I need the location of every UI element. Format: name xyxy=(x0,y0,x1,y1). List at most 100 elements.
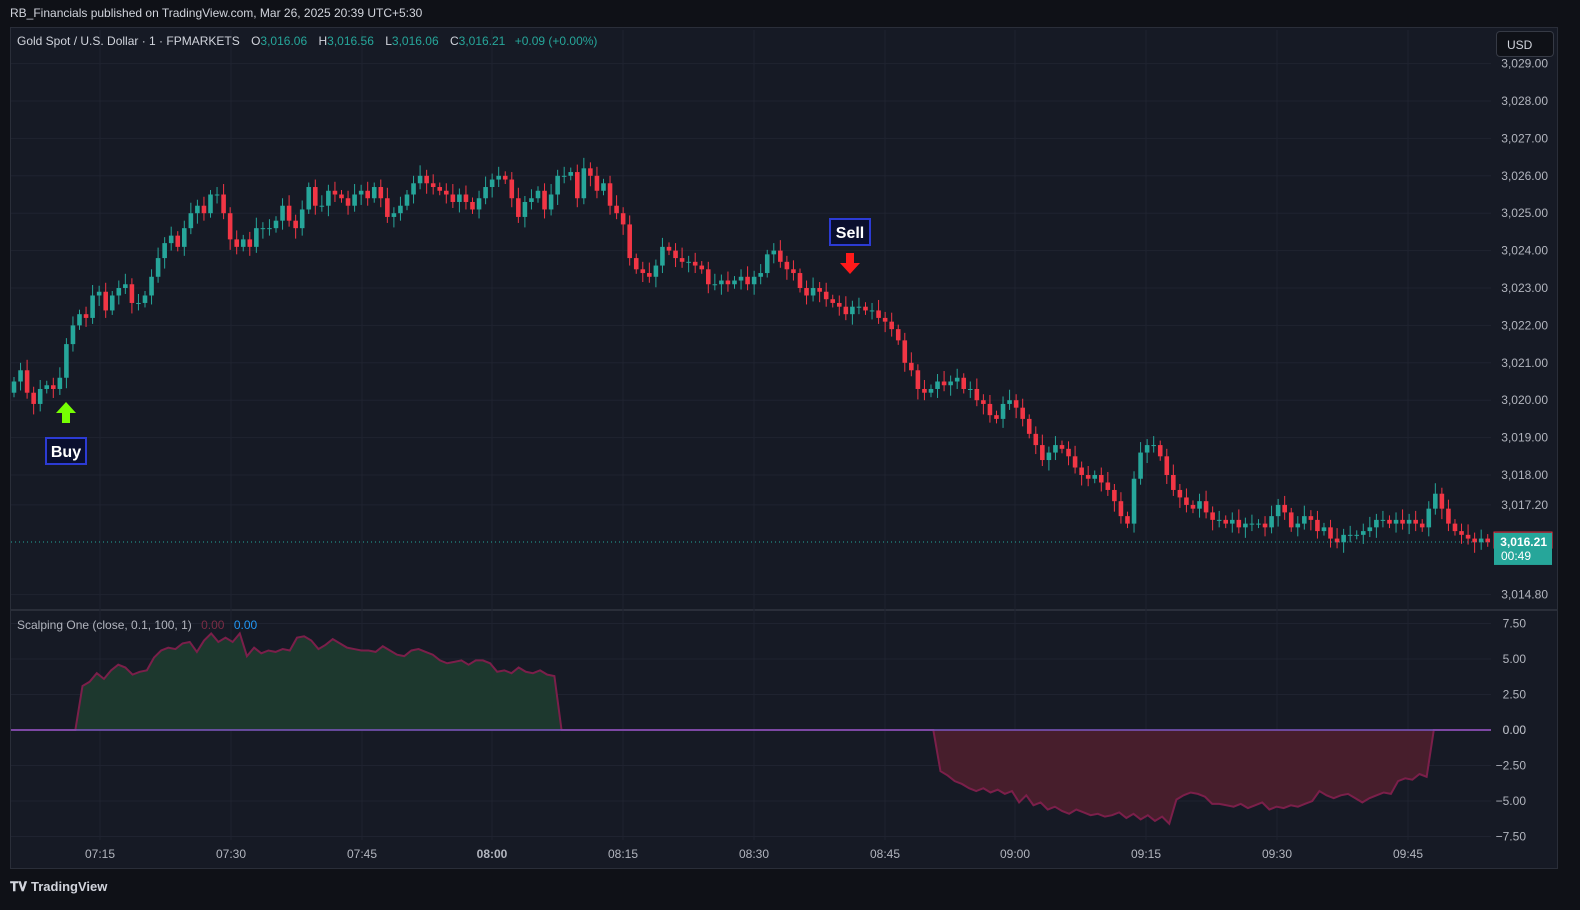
candle-body xyxy=(1282,504,1287,513)
candle-body xyxy=(856,306,862,308)
candle-body xyxy=(109,295,115,311)
candle-body xyxy=(1256,523,1261,525)
candle-body xyxy=(548,194,554,210)
candle-body xyxy=(1328,527,1333,539)
candle-body xyxy=(1092,475,1098,479)
candle-body xyxy=(437,187,443,191)
candle-body xyxy=(738,276,744,281)
time-tick-label: 07:30 xyxy=(216,847,246,861)
candle-body xyxy=(77,314,82,326)
candle-body xyxy=(319,205,325,207)
candle-body xyxy=(352,194,357,206)
candle-body xyxy=(640,269,646,274)
candle-body xyxy=(1229,519,1235,524)
candle-body xyxy=(961,377,967,389)
buy-label-box xyxy=(45,437,87,465)
candle-body xyxy=(1013,400,1019,408)
candle-body xyxy=(529,198,534,202)
price-tick-label: 3,029.00 xyxy=(1501,57,1548,71)
currency-button[interactable]: USD xyxy=(1496,31,1554,57)
price-tick-label: 3,019.00 xyxy=(1501,431,1548,445)
candle-body xyxy=(1144,445,1150,453)
time-tick-label: 07:15 xyxy=(85,847,115,861)
logo-icon: 𝐓𝐕 xyxy=(10,879,27,894)
high-label: H xyxy=(318,34,328,48)
candle-body xyxy=(568,172,574,176)
candle-body xyxy=(1053,445,1058,453)
candle-body xyxy=(260,228,266,230)
price-tick-label: 3,014.80 xyxy=(1501,588,1548,602)
candle-body xyxy=(1419,523,1425,528)
time-tick-label: 08:30 xyxy=(739,847,769,861)
candle-body xyxy=(594,175,600,191)
candle-body xyxy=(542,190,547,210)
candle-body xyxy=(1151,445,1156,447)
close-label: C xyxy=(449,34,459,48)
osc-tick-label: 2.50 xyxy=(1503,688,1527,702)
candle-body xyxy=(1380,519,1386,521)
candle-body xyxy=(574,172,580,199)
candle-body xyxy=(679,258,685,262)
candle-body xyxy=(522,201,528,217)
candle-body xyxy=(221,194,226,214)
candle-body xyxy=(1315,519,1320,532)
candle-body xyxy=(391,213,397,217)
osc-tick-label: 5.00 xyxy=(1503,652,1527,666)
candle-body xyxy=(686,261,691,263)
candle-body xyxy=(1433,493,1438,509)
candle-body xyxy=(201,205,207,214)
time-tick-label: 08:15 xyxy=(608,847,638,861)
candle-body xyxy=(136,302,141,304)
candle-body xyxy=(64,344,69,378)
candle-body xyxy=(371,187,377,199)
osc-tick-label: 0.00 xyxy=(1503,723,1527,737)
candle-body xyxy=(967,388,973,390)
price-tick-label: 3,017.20 xyxy=(1501,498,1548,512)
candle-body xyxy=(116,288,122,296)
tradingview-logo[interactable]: 𝐓𝐕 TradingView xyxy=(10,879,107,895)
candle-body xyxy=(1131,478,1137,524)
candle-body xyxy=(843,306,849,315)
candle-body xyxy=(1184,497,1189,505)
candle-body xyxy=(1439,493,1445,509)
publisher-text: RB_Financials published on TradingView.c… xyxy=(10,6,423,20)
candle-body xyxy=(614,205,619,214)
candle-body xyxy=(810,288,816,296)
candle-body xyxy=(450,194,456,202)
candle-body xyxy=(1387,519,1392,524)
candle-body xyxy=(692,261,698,266)
candle-body xyxy=(1406,519,1412,524)
sell-arrow-icon xyxy=(840,253,860,274)
candle-body xyxy=(588,168,593,176)
candle-body xyxy=(496,175,501,180)
osc-negative-area xyxy=(11,730,1491,824)
indicator-name: Scalping One (close, 0.1, 100, 1) xyxy=(17,618,192,632)
symbol-legend: Gold Spot / U.S. Dollar · 1 · FPMARKETS … xyxy=(17,34,597,48)
candle-body xyxy=(1066,448,1071,457)
price-tick-label: 3,026.00 xyxy=(1501,169,1548,183)
time-tick-label: 08:00 xyxy=(477,847,508,861)
time-tick-label: 07:45 xyxy=(347,847,377,861)
candle-body xyxy=(607,183,613,206)
candle-body xyxy=(188,213,194,229)
candle-body xyxy=(1269,516,1274,528)
candle-body xyxy=(725,280,731,285)
candle-body xyxy=(1459,531,1464,535)
buy-label: Buy xyxy=(51,444,81,461)
symbol-name: Gold Spot / U.S. Dollar · 1 · FPMARKETS xyxy=(17,34,240,48)
candle-body xyxy=(758,273,763,277)
candle-body xyxy=(332,190,338,195)
price-tick-label: 3,028.00 xyxy=(1501,94,1548,108)
candle-body xyxy=(1485,538,1491,543)
candle-body xyxy=(240,239,246,247)
candle-body xyxy=(948,381,953,386)
candle-body xyxy=(286,205,292,221)
candle-body xyxy=(1105,482,1111,490)
high-value: 3,016.56 xyxy=(327,34,374,48)
price-tick-label: 3,024.00 xyxy=(1501,244,1548,258)
candle-body xyxy=(31,392,36,404)
candle-body xyxy=(1367,527,1373,532)
candle-body xyxy=(168,235,174,244)
candle-body xyxy=(358,190,364,195)
